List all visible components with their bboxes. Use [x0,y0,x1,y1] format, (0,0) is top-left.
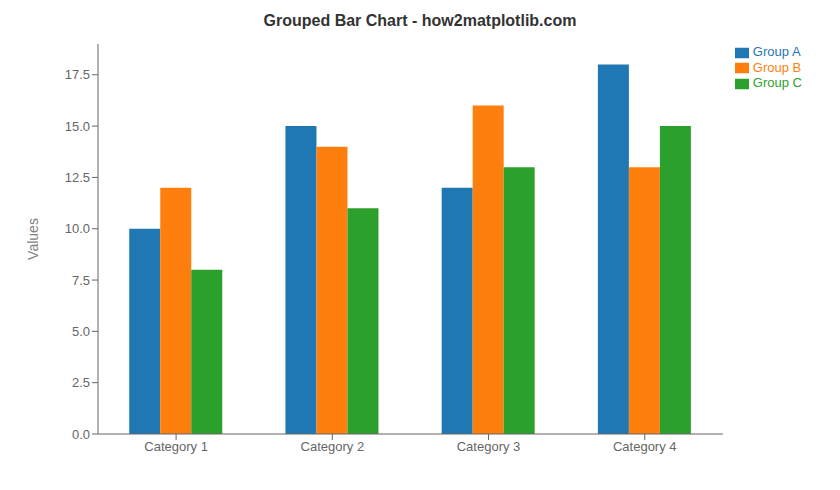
svg-text:17.5: 17.5 [65,67,90,82]
svg-text:Values: Values [25,218,41,260]
svg-text:Category 4: Category 4 [613,439,677,454]
html-text:Grouped Bar Chart - how2matplo: Grouped Bar Chart - how2matplotlib.com [263,12,577,29]
svg-text:2.5: 2.5 [72,375,90,390]
html-text:Group B: Group B [752,59,802,75]
svg-text:5.0: 5.0 [72,324,90,339]
svg-text:15.0: 15.0 [65,119,90,134]
html-text:Group A: Group A [752,44,801,59]
svg-text:Category 1: Category 1 [144,439,208,454]
svg-text:10.0: 10.0 [65,221,90,236]
svg-text:0.0: 0.0 [72,427,90,442]
svg-text:7.5: 7.5 [72,273,90,288]
svg-text:12.5: 12.5 [65,170,90,185]
html-text:Group C: Group C [752,75,802,91]
svg-text:Category 2: Category 2 [301,439,365,454]
svg-text:Category 3: Category 3 [457,439,521,454]
